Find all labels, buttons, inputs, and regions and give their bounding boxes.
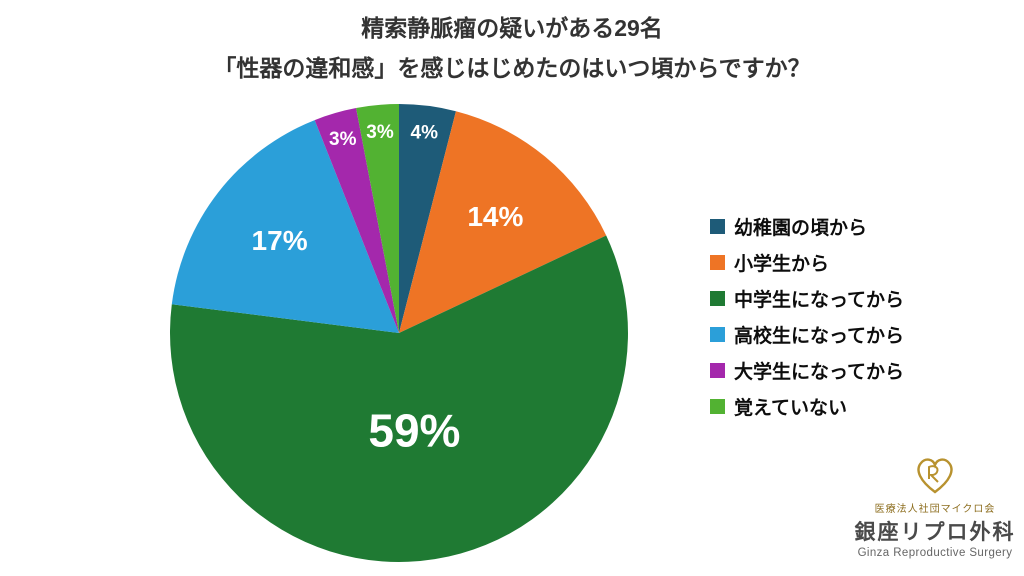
legend-label: 高校生になってから bbox=[734, 326, 905, 347]
legend-swatch bbox=[710, 327, 725, 342]
pie-slice-4 bbox=[314, 108, 399, 334]
pie-data-label-3: 17% bbox=[252, 225, 308, 256]
chart-title-line2: 「性器の違和感」を感じはじめたのはいつ頃からですか？ bbox=[213, 55, 811, 81]
pie-data-label-5: 3% bbox=[366, 122, 394, 143]
chart-title: 精索静脈瘤の疑いがある29名 「性器の違和感」を感じはじめたのはいつ頃からですか… bbox=[0, 8, 1024, 88]
clinic-name-en: Ginza Reproductive Surgery bbox=[857, 547, 1013, 559]
clinic-parent-name: 医療法人社団マイクロ会 bbox=[874, 504, 996, 515]
legend-label: 小学生から bbox=[734, 254, 830, 275]
clinic-logo-icon bbox=[917, 458, 953, 494]
pie-chart-area: 4% 14% 59% 17% 3% 3% bbox=[168, 102, 630, 564]
legend-item-5: 覚えていない bbox=[710, 393, 904, 420]
legend-label: 中学生になってから bbox=[734, 290, 905, 311]
chart-title-line1: 精索静脈瘤の疑いがある29名 bbox=[361, 15, 663, 41]
pie-data-label-1: 14% bbox=[467, 201, 523, 232]
legend-swatch bbox=[710, 399, 725, 414]
legend-swatch bbox=[710, 219, 725, 234]
legend-swatch bbox=[710, 255, 725, 270]
legend-item-1: 小学生から bbox=[710, 249, 904, 276]
legend-item-0: 幼稚園の頃から bbox=[710, 213, 904, 240]
legend-swatch bbox=[710, 291, 725, 306]
pie-slice-3 bbox=[171, 120, 399, 334]
clinic-logo: 医療法人社団マイクロ会 銀座リプロ外科 Ginza Reproductive S… bbox=[846, 452, 1024, 559]
legend-label: 大学生になってから bbox=[734, 362, 905, 383]
legend-item-2: 中学生になってから bbox=[710, 285, 904, 312]
pie-slice-0 bbox=[399, 104, 456, 333]
pie-data-label-4: 3% bbox=[329, 129, 357, 150]
clinic-name: 銀座リプロ外科 bbox=[854, 521, 1016, 544]
legend-item-4: 大学生になってから bbox=[710, 357, 904, 384]
pie-slice-5 bbox=[356, 104, 399, 333]
legend-swatch bbox=[710, 363, 725, 378]
pie-slice-1 bbox=[399, 111, 607, 333]
chart-legend: 幼稚園の頃から 小学生から中学生になってから 高校生になってから 大学生になってから覚… bbox=[710, 213, 904, 429]
pie-data-label-2: 59% bbox=[368, 404, 460, 456]
pie-chart: 4% 14% 59% 17% 3% 3% bbox=[169, 104, 628, 563]
pie-slice-2 bbox=[169, 235, 628, 563]
pie-data-label-0: 4% bbox=[411, 123, 439, 144]
legend-label: 覚えていない bbox=[734, 398, 848, 419]
legend-label: 幼稚園の頃から bbox=[734, 218, 868, 239]
legend-item-3: 高校生になってから bbox=[710, 321, 904, 348]
